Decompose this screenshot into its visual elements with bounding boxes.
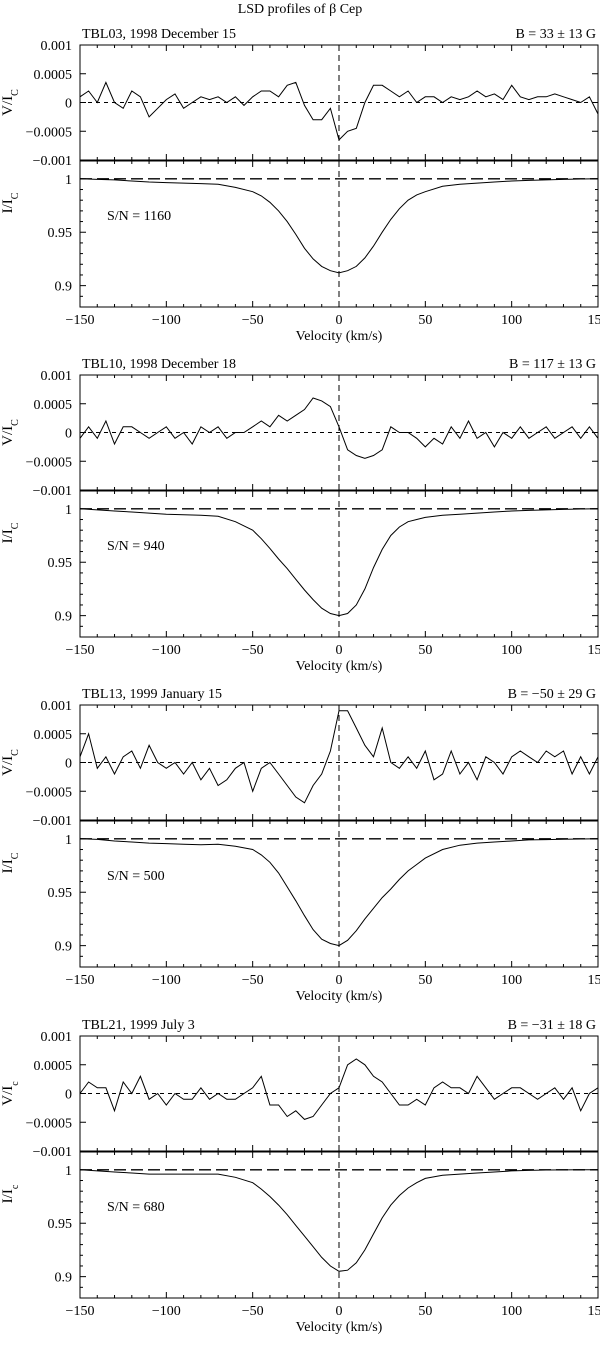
x-tick-label: 50 (418, 313, 432, 328)
magnetic-field-value: B = −31 ± 18 G (508, 1018, 596, 1033)
stokes-i-profile (79, 1169, 598, 1272)
stokes-v-axis-label: V/IC (0, 419, 21, 446)
magnetic-field-value: B = −50 ± 29 G (508, 687, 596, 702)
y-tick-label: 0.9 (55, 1271, 73, 1286)
panel-label: TBL10, 1998 December 18 (82, 357, 236, 372)
y-tick-label: 0.95 (48, 1217, 73, 1232)
x-tick-label: −150 (66, 643, 95, 658)
signal-to-noise-label: S/N = 940 (107, 539, 165, 554)
y-tick-label: −0.0005 (26, 1116, 72, 1131)
y-tick-label: −0.001 (33, 814, 72, 829)
y-tick-label: −0.001 (33, 154, 72, 169)
y-tick-label: −0.0005 (26, 455, 72, 470)
stokes-v-profile (79, 81, 599, 141)
stokes-i-axis-label: I/IC (0, 192, 21, 213)
x-tick-label: −100 (152, 973, 181, 988)
y-tick-label: 0.95 (48, 886, 73, 901)
y-tick-label: 0.0005 (34, 398, 73, 413)
stokes-v-profile (79, 1058, 599, 1120)
x-tick-label: −150 (66, 313, 95, 328)
panel-tbl13: TBL13, 1999 January 15 B = −50 ± 29 G 0.00… (0, 687, 600, 1004)
stokes-i-axis-label: I/Ic (0, 1184, 21, 1203)
y-tick-label: 0.95 (48, 556, 73, 571)
signal-to-noise-label: S/N = 500 (107, 869, 165, 884)
stokes-v-axis-label: V/Ic (0, 1081, 21, 1106)
x-tick-label: 100 (501, 1304, 522, 1319)
x-tick-label: 100 (501, 643, 522, 658)
x-tick-label: −50 (242, 973, 264, 988)
y-tick-label: −0.001 (33, 1145, 72, 1160)
y-tick-label: 0 (65, 427, 72, 442)
stokes-i-axis-label: I/IC (0, 522, 21, 543)
y-tick-label: 0 (65, 757, 72, 772)
x-axis-label: Velocity (km/s) (296, 659, 383, 674)
x-tick-label: 50 (418, 1304, 432, 1319)
stokes-i-profile (79, 508, 599, 617)
panel-tbl10: TBL10, 1998 December 18 B = 117 ± 13 G 0.0… (0, 357, 600, 674)
x-tick-label: 150 (588, 643, 600, 658)
y-tick-label: 0 (65, 97, 72, 112)
stokes-v-axis-label: V/IC (0, 89, 21, 116)
x-axis-label: Velocity (km/s) (296, 989, 383, 1004)
x-tick-label: −150 (66, 973, 95, 988)
x-tick-label: −100 (152, 1304, 181, 1319)
x-axis-label: Velocity (km/s) (296, 329, 383, 344)
stokes-v-axis-label: V/IC (0, 749, 21, 776)
x-tick-label: 150 (588, 973, 600, 988)
panel-label: TBL21, 1999 July 3 (82, 1018, 195, 1033)
stokes-i-profile (79, 838, 599, 947)
x-tick-label: 0 (336, 313, 343, 328)
y-tick-label: 0.0005 (34, 1059, 73, 1074)
x-tick-label: 0 (336, 973, 343, 988)
stokes-i-axis-label: I/IC (0, 852, 21, 873)
y-tick-label: 0.0005 (34, 728, 73, 743)
y-tick-label: 0 (65, 1088, 72, 1103)
x-tick-label: 50 (418, 643, 432, 658)
x-tick-label: 150 (588, 1304, 600, 1319)
y-tick-label: 0.001 (41, 39, 73, 54)
x-tick-label: −50 (242, 313, 264, 328)
y-tick-label: −0.0005 (26, 125, 72, 140)
y-tick-label: 0.0005 (34, 68, 73, 83)
y-tick-label: 0.9 (55, 940, 73, 955)
stokes-v-profile (79, 710, 599, 804)
x-tick-label: 100 (501, 973, 522, 988)
y-tick-label: 0.001 (41, 699, 73, 714)
x-axis-label: Velocity (km/s) (296, 1320, 383, 1335)
x-tick-label: −50 (242, 1304, 264, 1319)
panel-label: TBL13, 1999 January 15 (82, 687, 222, 702)
y-tick-label: 0.95 (48, 226, 73, 241)
magnetic-field-value: B = 33 ± 13 G (515, 27, 596, 42)
x-tick-label: −100 (152, 313, 181, 328)
y-tick-label: 1 (65, 1164, 72, 1179)
signal-to-noise-label: S/N = 1160 (107, 209, 171, 224)
x-tick-label: −50 (242, 643, 264, 658)
signal-to-noise-label: S/N = 680 (107, 1200, 165, 1215)
x-tick-label: 150 (588, 313, 600, 328)
figure-title: LSD profiles of β Cep (237, 2, 363, 17)
panel-tbl03: TBL03, 1998 December 15 B = 33 ± 13 G 0.00… (0, 27, 600, 344)
y-tick-label: 0.001 (41, 369, 73, 384)
y-tick-label: 0.9 (55, 610, 73, 625)
x-tick-label: 50 (418, 973, 432, 988)
x-tick-label: −100 (152, 643, 181, 658)
x-tick-label: 0 (336, 1304, 343, 1319)
y-tick-label: −0.001 (33, 484, 72, 499)
x-tick-label: 0 (336, 643, 343, 658)
y-tick-label: 1 (65, 503, 72, 518)
stokes-v-profile (79, 397, 599, 459)
x-tick-label: −150 (66, 1304, 95, 1319)
x-tick-label: 100 (501, 313, 522, 328)
y-tick-label: 1 (65, 833, 72, 848)
stokes-i-profile (79, 178, 599, 274)
y-tick-label: 0.001 (41, 1030, 73, 1045)
panel-tbl21: TBL21, 1999 July 3 B = −31 ± 18 G 0.001 0.0… (0, 1018, 600, 1335)
panel-label: TBL03, 1998 December 15 (82, 27, 236, 42)
magnetic-field-value: B = 117 ± 13 G (509, 357, 596, 372)
y-tick-label: −0.0005 (26, 785, 72, 800)
y-tick-label: 1 (65, 173, 72, 188)
y-tick-label: 0.9 (55, 280, 73, 295)
